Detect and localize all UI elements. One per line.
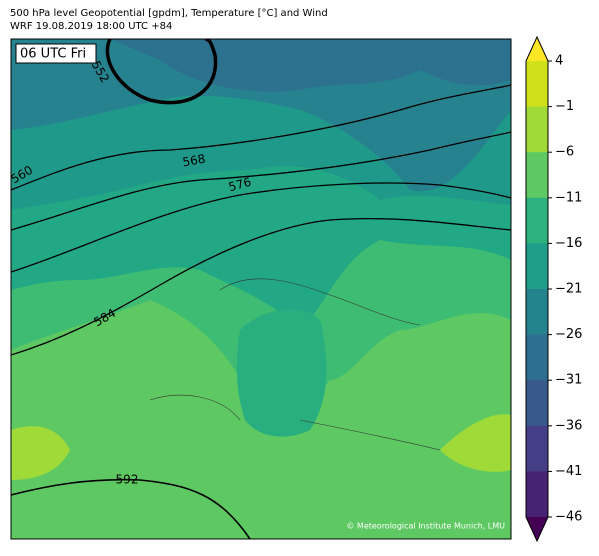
colorbar-band [526,243,548,290]
colorbar-extend [526,517,548,541]
contour-label: 568 [181,152,206,170]
contour-label: 576 [227,175,253,194]
map-frame [10,38,512,540]
colorbar-band [526,152,548,199]
colorbar-tick-label: −26 [555,327,582,342]
colorbar-extend [526,37,548,61]
colorbar-tick-label: −36 [555,418,582,433]
colorbar-tick-label: −6 [555,145,574,160]
subtitle: WRF 19.08.2019 18:00 UTC +84 [10,21,172,32]
colorbar: 4 −1 −6 −11 −16 −21 −26 −31 −36 −41 −46 [525,35,582,543]
colorbar-band [526,61,548,108]
title: 500 hPa level Geopotential [gpdm], Tempe… [10,8,328,19]
colorbar-tick-label: −31 [555,373,582,388]
copyright: © Meteorological Institute Munich, LMU [346,522,505,531]
time-label: 06 UTC Fri [20,47,86,62]
colorbar-band [526,197,548,244]
map [11,39,511,539]
colorbar-band [526,425,548,472]
colorbar-tick-label: −41 [555,464,582,479]
colorbar-band [526,380,548,427]
colorbar-band [526,334,548,381]
colorbar-tick-label: 4 [555,54,563,69]
colorbar-band [526,106,548,153]
contour-label: 592 [116,473,139,487]
colorbar-tick-label: −11 [555,190,582,205]
colorbar-band [526,471,548,518]
colorbar-tick-label: −16 [555,236,582,251]
colorbar-tick-label: −46 [555,510,582,525]
colorbar-band [526,289,548,336]
colorbar-tick-label: −21 [555,282,582,297]
time-box [15,43,97,64]
colorbar-tick-label: −1 [555,99,574,114]
